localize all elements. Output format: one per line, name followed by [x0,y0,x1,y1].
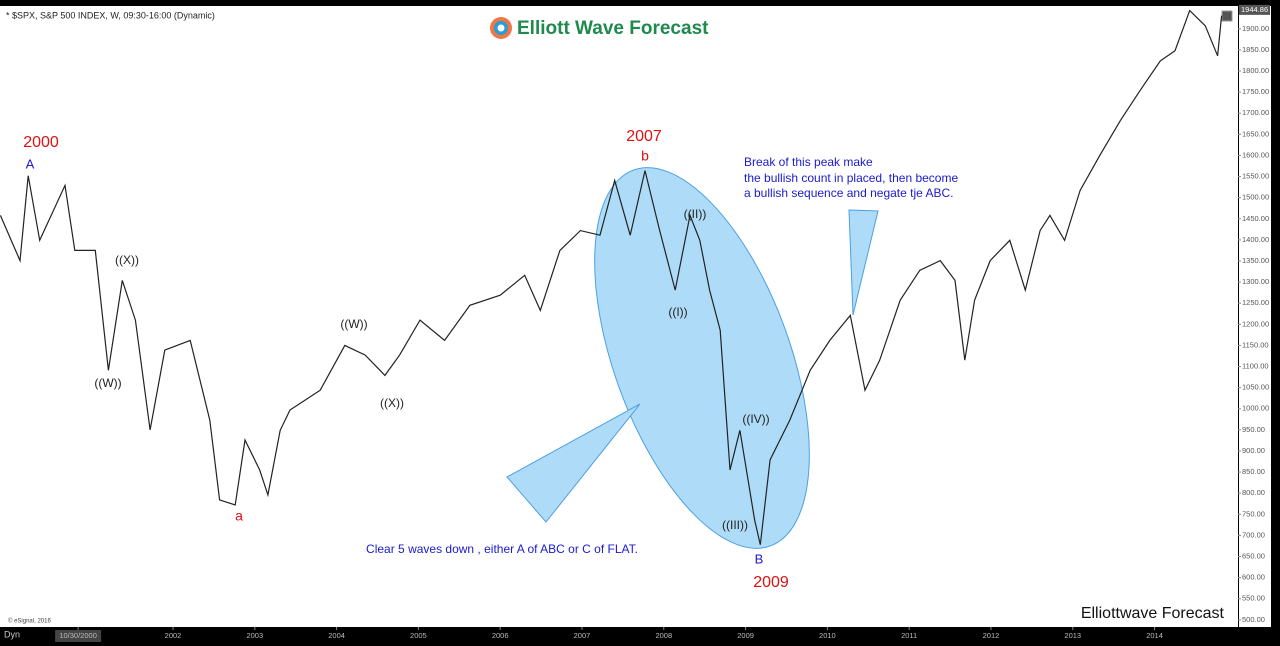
icon [1221,10,1233,22]
annotation: ((II)) [684,207,707,221]
y-tick-label: 1550.00 [1242,172,1269,181]
y-tick-label: 650.00 [1242,551,1265,560]
y-tick-label: 550.00 [1242,594,1265,603]
y-tick-label: 1450.00 [1242,214,1269,223]
y-tick-label: 850.00 [1242,467,1265,476]
logo-icon [497,24,505,32]
x-tick-label: 2009 [737,631,754,640]
x-tick-label: 2004 [328,631,345,640]
y-tick-label: 1800.00 [1242,66,1269,75]
annotation: Break of this peak make [744,155,873,169]
y-tick-label: 700.00 [1242,530,1265,539]
y-tick-label: 500.00 [1242,615,1265,624]
last-value-box [1239,4,1270,15]
x-tick-label: 2006 [492,631,509,640]
y-tick-label: 600.00 [1242,573,1265,582]
x-tick-label: 2002 [165,631,182,640]
y-tick-label: 1650.00 [1242,129,1269,138]
y-tick-label: 1150.00 [1242,340,1269,349]
x-tick-label: 2003 [246,631,263,640]
y-axis-area [1239,6,1271,627]
logo: Elliott Wave Forecast [517,18,709,39]
copyright: © eSignal, 2016 [8,618,51,625]
y-tick-label: 750.00 [1242,509,1265,518]
x-tick-label: 2012 [983,631,1000,640]
annotation: b [641,148,649,164]
annotation: ((X)) [380,396,404,410]
callout [506,403,641,523]
x-tick-label: 2008 [655,631,672,640]
annotation: ((W)) [340,317,367,331]
x-tick-highlight [55,630,102,642]
x-tick-label: 2011 [901,631,917,640]
annotation: ((IV)) [742,412,769,426]
watermark: Elliottwave Forecast [1081,605,1225,622]
y-tick-label: 1600.00 [1242,150,1269,159]
annotation: 2009 [753,574,789,591]
annotation: ((X)) [115,253,139,267]
y-tick-label: 1000.00 [1242,404,1269,413]
annotation: Clear 5 waves down , either A of ABC or … [366,542,638,556]
annotation: ((W)) [94,376,121,390]
y-tick-label: 1700.00 [1242,108,1269,117]
y-tick-label: 1050.00 [1242,383,1269,392]
annotation: the bullish count in placed, then become [744,171,958,185]
corner-label: Dyn [4,629,20,639]
x-tick-label: 10/30/2000 [59,631,97,640]
y-tick-label: 900.00 [1242,446,1265,455]
annotation: ((I)) [668,305,687,319]
x-tick-label: 2005 [410,631,427,640]
annotation: a [235,508,243,524]
x-tick-label: 2007 [574,631,591,640]
y-tick-label: 1100.00 [1242,362,1269,371]
y-tick-label: 1900.00 [1242,24,1269,33]
price-layer [0,9,1223,545]
annotation: B [755,551,764,566]
y-tick-label: 1850.00 [1242,45,1269,54]
price-line [0,9,1223,545]
y-tick-label: 1350.00 [1242,256,1269,265]
y-tick-label: 950.00 [1242,425,1265,434]
last-value-label: 1944.86 [1241,5,1268,14]
x-tick-label: 2010 [819,631,836,640]
y-tick-label: 1200.00 [1242,319,1269,328]
annotation: a bullish sequence and negate tje ABC. [744,186,953,200]
y-tick-label: 1300.00 [1242,277,1269,286]
annotation: ((III)) [722,518,748,532]
x-tick-label: 2013 [1064,631,1081,640]
annotation: A [26,156,35,171]
y-tick-label: 1400.00 [1242,235,1269,244]
annotation: 2000 [23,134,59,151]
y-tick-label: 1500.00 [1242,193,1269,202]
x-tick-label: 2014 [1146,631,1163,640]
callout [848,209,879,316]
y-tick-label: 1750.00 [1242,87,1269,96]
highlight-ellipse [594,167,810,549]
annotation: 2007 [626,128,662,145]
y-tick-label: 800.00 [1242,488,1265,497]
header: * $SPX, S&P 500 INDEX, W, 09:30-16:00 (D… [6,10,215,20]
y-tick-label: 1250.00 [1242,298,1269,307]
